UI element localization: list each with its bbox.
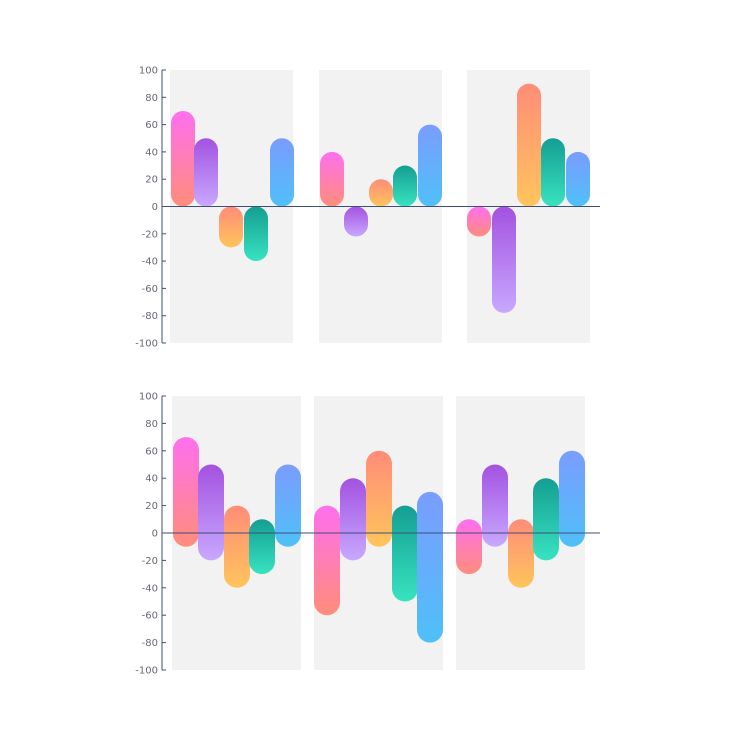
chart1-group3-bar-purple xyxy=(492,206,516,313)
chart2-tick-label: -100 xyxy=(135,666,158,677)
chart1-group1-bar-teal xyxy=(244,206,268,262)
chart1-group1-bar-orange xyxy=(219,206,243,248)
chart2-group2-bar-teal xyxy=(392,505,418,602)
chart2-group1-bar-purple xyxy=(198,464,224,561)
chart1-tick-label: -60 xyxy=(142,284,158,295)
chart1-group3-bar-blue xyxy=(566,151,590,207)
chart1-group3-bar-pink xyxy=(467,206,491,237)
chart2-group1-bar-pink xyxy=(173,437,199,547)
chart1-group2-bar-orange xyxy=(369,179,393,207)
chart2-tick-label: -60 xyxy=(142,611,158,622)
chart2-group3-bar-teal xyxy=(533,478,559,561)
chart2-tick-label: 40 xyxy=(145,474,158,485)
chart2-group2-bar-pink xyxy=(314,505,340,616)
chart1-group1-bar-purple xyxy=(194,138,218,207)
chart2-tick-label: -40 xyxy=(142,583,158,594)
chart1-group3-bar-teal xyxy=(541,138,565,207)
chart1-tick-label: 60 xyxy=(145,120,158,131)
chart2-group2-bar-orange xyxy=(366,450,392,547)
chart1-tick-label: -80 xyxy=(142,311,158,322)
chart2-tick-label: -80 xyxy=(142,638,158,649)
chart2-group1-bar-blue xyxy=(275,464,301,547)
chart2-group1-bar-orange xyxy=(224,505,250,588)
chart1-group2-bar-blue xyxy=(418,124,442,207)
chart1-tick-label: -100 xyxy=(135,339,158,350)
chart1-group2-bar-pink xyxy=(320,151,344,207)
chart2-group1-bar-teal xyxy=(249,519,275,575)
chart2-group3-bar-blue xyxy=(559,450,585,547)
chart2-tick-label: -20 xyxy=(142,556,158,567)
chart1-tick-label: 0 xyxy=(152,202,158,213)
chart2-group2-bar-blue xyxy=(417,491,443,643)
chart1-tick-label: 80 xyxy=(145,93,158,104)
chart2-group3-bar-pink xyxy=(456,519,482,575)
chart2-group3-bar-purple xyxy=(482,464,508,547)
chart1-group2-bar-purple xyxy=(344,206,368,237)
chart1-tick-label: 20 xyxy=(145,175,158,186)
chart1-tick-label: 100 xyxy=(139,66,158,77)
chart1-group3-bar-orange xyxy=(517,83,541,207)
chart1-tick-label: 40 xyxy=(145,147,158,158)
chart1-tick-label: -20 xyxy=(142,229,158,240)
chart2-tick-label: 0 xyxy=(152,529,158,540)
chart1-tick-label: -40 xyxy=(142,257,158,268)
chart2-group2-bar-purple xyxy=(340,478,366,561)
chart1-group1-bar-pink xyxy=(171,110,195,207)
chart1-group2-bar-teal xyxy=(393,165,417,207)
chart2-tick-label: 20 xyxy=(145,501,158,512)
chart1-group1-bar-blue xyxy=(270,138,294,207)
chart2-tick-label: 60 xyxy=(145,446,158,457)
chart2-tick-label: 100 xyxy=(139,392,158,403)
chart2-group3-bar-orange xyxy=(508,519,534,588)
chart2-tick-label: 80 xyxy=(145,419,158,430)
